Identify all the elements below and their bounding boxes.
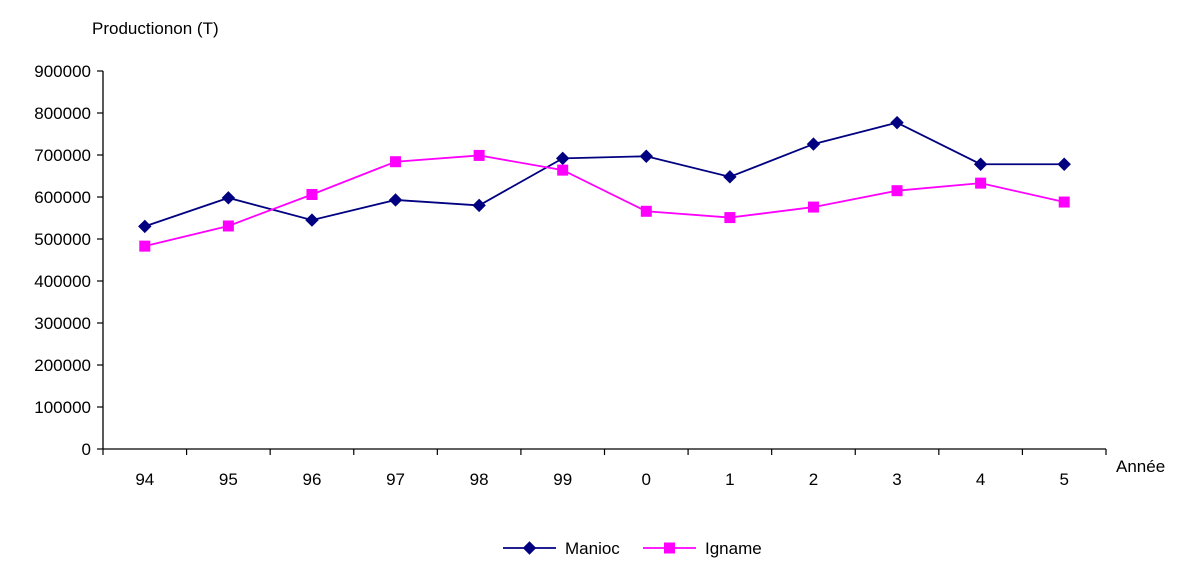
x-axis-ticks: 94 95 96 97 98 99 0 1 2 3 4 5	[102, 449, 1107, 489]
series-line	[144, 154, 1065, 248]
data-point	[138, 219, 152, 234]
y-tick-label: 600000	[34, 188, 91, 207]
data-point	[1057, 157, 1071, 171]
x-tick-label: 0	[642, 470, 651, 489]
series-line	[144, 121, 1065, 228]
y-tick-label: 500000	[34, 230, 91, 249]
x-tick-label: 2	[809, 470, 818, 489]
series-manioc	[138, 115, 1071, 234]
x-tick-label: 4	[976, 470, 985, 489]
x-tick-label: 97	[386, 470, 405, 489]
data-point	[305, 213, 319, 227]
data-point	[473, 149, 485, 161]
data-point	[807, 201, 819, 213]
legend-label: Igname	[705, 539, 762, 558]
legend-item-manioc: Manioc	[503, 539, 620, 558]
y-tick-label: 200000	[34, 356, 91, 375]
data-point	[557, 164, 569, 176]
x-tick-label: 98	[470, 470, 489, 489]
data-point	[222, 220, 234, 232]
x-tick-label: 1	[725, 470, 734, 489]
data-point	[639, 149, 653, 163]
data-point	[472, 198, 486, 213]
data-point	[388, 193, 403, 207]
y-tick-label: 400000	[34, 272, 91, 291]
data-point	[556, 151, 570, 166]
data-point	[139, 240, 151, 252]
y-tick-label: 900000	[34, 62, 91, 81]
x-axis-title: Année	[1116, 457, 1165, 476]
y-axis-title: Productionon (T)	[92, 19, 219, 38]
data-point	[724, 212, 736, 224]
y-tick-label: 700000	[34, 146, 91, 165]
y-tick-label: 800000	[34, 104, 91, 123]
data-point	[890, 115, 904, 130]
y-tick-label: 100000	[34, 398, 91, 417]
x-tick-label: 95	[219, 470, 238, 489]
data-point	[975, 177, 987, 189]
data-point	[306, 188, 318, 200]
data-point	[221, 191, 236, 205]
legend-marker	[664, 542, 675, 554]
data-point	[723, 170, 737, 184]
data-point	[973, 157, 988, 171]
data-point	[390, 156, 402, 168]
data-point	[640, 205, 652, 217]
y-tick-label: 0	[82, 440, 91, 459]
x-tick-label: 96	[302, 470, 321, 489]
data-point	[891, 185, 903, 197]
data-point	[1058, 196, 1070, 208]
x-tick-label: 99	[553, 470, 572, 489]
x-tick-label: 5	[1059, 470, 1068, 489]
legend-item-igname: Igname	[643, 539, 762, 558]
x-tick-label: 94	[135, 470, 154, 489]
x-tick-label: 3	[892, 470, 901, 489]
legend: Manioc Igname	[503, 539, 762, 558]
series-layer	[138, 115, 1071, 252]
legend-marker	[522, 541, 537, 555]
y-axis-ticks: 0 100000 200000 300000 400000 500000 600000 700…	[34, 62, 103, 459]
data-point	[806, 137, 821, 151]
legend-label: Manioc	[565, 539, 620, 558]
series-igname	[139, 149, 1070, 252]
y-tick-label: 300000	[34, 314, 91, 333]
